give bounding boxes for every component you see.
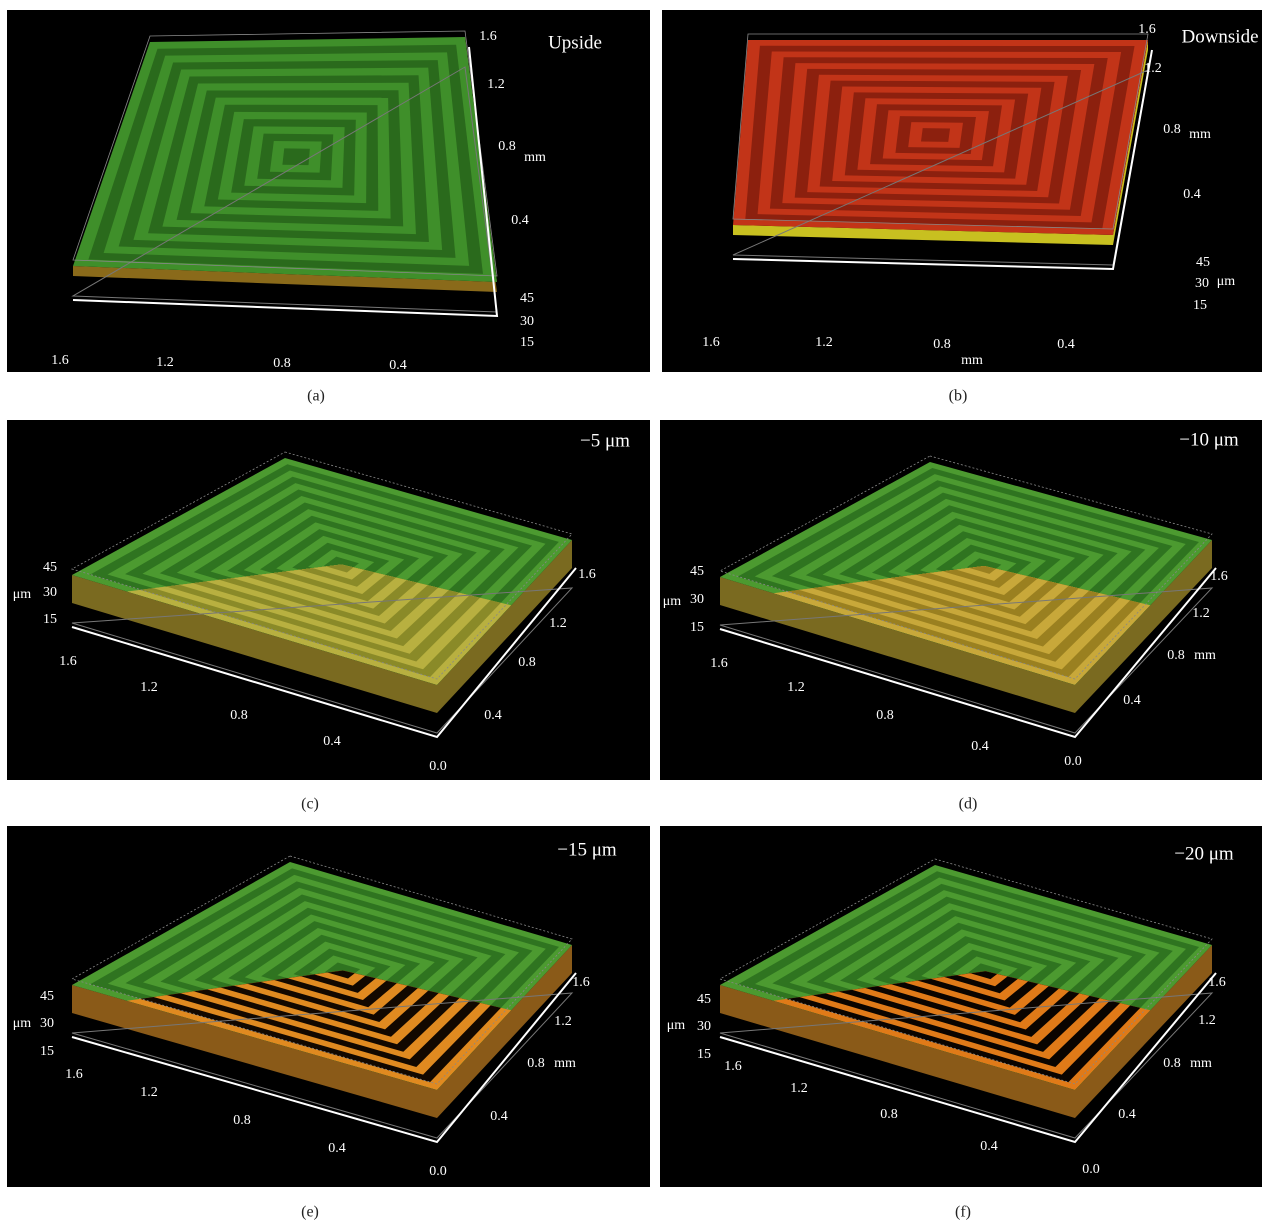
axis-label: 1.6 xyxy=(572,975,590,990)
axis-label: 45 xyxy=(40,989,54,1004)
axis-label: 1.2 xyxy=(787,680,805,695)
axis-label: mm xyxy=(1194,648,1216,663)
axis-label: 45 xyxy=(43,560,57,575)
axis-label: 45 xyxy=(1196,255,1210,270)
axis-label: 0.8 xyxy=(1167,648,1185,663)
axis-label: 0.8 xyxy=(1163,1056,1181,1071)
axis-label: 0.4 xyxy=(389,358,407,373)
axis-label: 0.0 xyxy=(429,759,447,774)
axis-label: 0.4 xyxy=(971,739,989,754)
axis-label: μm xyxy=(13,1016,32,1031)
axis-label: 1.2 xyxy=(156,355,174,370)
panel-label: −20 μm xyxy=(1174,843,1234,864)
axis-label: 1.2 xyxy=(140,680,158,695)
ridge xyxy=(282,148,309,165)
axis-label: 0.8 xyxy=(498,139,516,154)
axis-label: 0.8 xyxy=(933,337,951,352)
axis-label: 15 xyxy=(1193,298,1207,313)
axis-label: 0.4 xyxy=(980,1139,998,1154)
axis-label: 30 xyxy=(690,592,704,607)
axis-label: 1.6 xyxy=(65,1067,83,1082)
caption: (b) xyxy=(949,388,968,405)
axis-label: 0.8 xyxy=(273,356,291,371)
axis-label: 30 xyxy=(40,1016,54,1031)
axis-label: mm xyxy=(1190,1056,1212,1071)
axis-label: 15 xyxy=(43,612,57,627)
axis-label: 1.6 xyxy=(1138,22,1156,37)
axis-label: 0.4 xyxy=(1183,187,1201,202)
axis-label: 15 xyxy=(40,1044,54,1059)
axis-label: 15 xyxy=(697,1047,711,1062)
surface xyxy=(733,40,1148,235)
axis-label: 15 xyxy=(520,335,534,350)
panel-label: −10 μm xyxy=(1179,429,1239,450)
axis-label: 1.2 xyxy=(815,335,833,350)
axis-label: 1.6 xyxy=(479,29,497,44)
figure: Upside 1.6 1.2 0.8 mm 0.4 45 30 15 1.6 1.2 0.8 0.4 (a… xyxy=(0,0,1263,1223)
caption: (d) xyxy=(959,796,978,813)
axis-label: 0.8 xyxy=(880,1107,898,1122)
axis-label: μm xyxy=(667,1018,686,1033)
axis-label: 1.6 xyxy=(710,656,728,671)
axis-label: 0.4 xyxy=(1118,1107,1136,1122)
panel-label: Upside xyxy=(548,32,602,53)
axis-label: 1.6 xyxy=(578,567,596,582)
axis-label: μm xyxy=(13,587,32,602)
axis-label: 1.2 xyxy=(549,616,567,631)
axis-label: 45 xyxy=(520,291,534,306)
axis-label: 0.4 xyxy=(490,1109,508,1124)
axis-label: 0.0 xyxy=(1064,754,1082,769)
axis-label: 0.4 xyxy=(323,734,341,749)
axis-label: 1.6 xyxy=(1208,975,1226,990)
caption: (c) xyxy=(301,796,319,813)
axis-label: 1.2 xyxy=(1144,61,1162,76)
caption: (f) xyxy=(955,1204,971,1221)
axis-label: 0.4 xyxy=(1057,337,1075,352)
axis-label: 30 xyxy=(697,1019,711,1034)
axis-label: mm xyxy=(554,1056,576,1071)
axis-label: 1.6 xyxy=(1210,569,1228,584)
axis-label: 0.8 xyxy=(876,708,894,723)
axis-label: 0.4 xyxy=(1123,693,1141,708)
axis-label: 0.0 xyxy=(429,1164,447,1179)
axis-label: 1.2 xyxy=(1192,606,1210,621)
ridge xyxy=(921,128,950,142)
axis-label: 0.8 xyxy=(230,708,248,723)
axis-label: 0.4 xyxy=(328,1141,346,1156)
axis-label: 0.8 xyxy=(233,1113,251,1128)
axis-label: 30 xyxy=(1195,276,1209,291)
axis-label: 0.8 xyxy=(1163,122,1181,137)
axis-label: 1.6 xyxy=(724,1059,742,1074)
axis-label: 30 xyxy=(520,314,534,329)
axis-label: 45 xyxy=(697,992,711,1007)
axis-label: 0.8 xyxy=(518,655,536,670)
axis-label: 1.2 xyxy=(487,77,505,92)
axis-label: mm xyxy=(1189,127,1211,142)
axis-label: 30 xyxy=(43,585,57,600)
axis-label: 1.2 xyxy=(554,1014,572,1029)
axis-label: 1.6 xyxy=(702,335,720,350)
axis-label: 1.6 xyxy=(51,353,69,368)
caption: (e) xyxy=(301,1204,319,1221)
axis-label: 15 xyxy=(690,620,704,635)
axis-label: mm xyxy=(524,150,546,165)
panel-label: −15 μm xyxy=(557,839,617,860)
axis-label: 1.2 xyxy=(790,1081,808,1096)
axis-label: 0.4 xyxy=(511,213,529,228)
axis-label: 1.2 xyxy=(140,1085,158,1100)
axis-label: 1.6 xyxy=(59,654,77,669)
panel-label: −5 μm xyxy=(580,430,630,451)
caption: (a) xyxy=(307,388,325,405)
axis-label: μm xyxy=(663,594,682,609)
axis-label: 0.8 xyxy=(527,1056,545,1071)
panel-label: Downside xyxy=(1181,26,1258,47)
axis-label: 45 xyxy=(690,564,704,579)
axis-label: μm xyxy=(1217,274,1236,289)
axis-label: 0.0 xyxy=(1082,1162,1100,1177)
axis-label: 1.2 xyxy=(1198,1013,1216,1028)
axis-label: mm xyxy=(961,353,983,368)
axis-label: 0.4 xyxy=(484,708,502,723)
